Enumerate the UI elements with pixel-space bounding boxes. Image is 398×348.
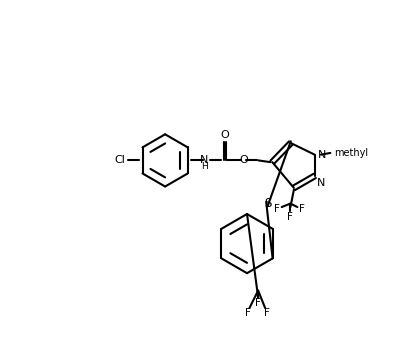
Text: N: N (199, 156, 208, 165)
Text: methyl: methyl (334, 148, 368, 158)
Text: Cl: Cl (114, 156, 125, 165)
Text: N: N (318, 150, 326, 160)
Text: S: S (264, 197, 271, 210)
Text: F: F (274, 204, 280, 214)
Text: H: H (201, 162, 208, 171)
Text: F: F (287, 212, 293, 222)
Text: O: O (239, 156, 248, 165)
Text: F: F (299, 204, 305, 214)
Text: F: F (264, 308, 270, 318)
Text: F: F (245, 308, 251, 318)
Text: F: F (255, 298, 261, 308)
Text: N: N (316, 178, 325, 188)
Text: O: O (220, 129, 229, 140)
